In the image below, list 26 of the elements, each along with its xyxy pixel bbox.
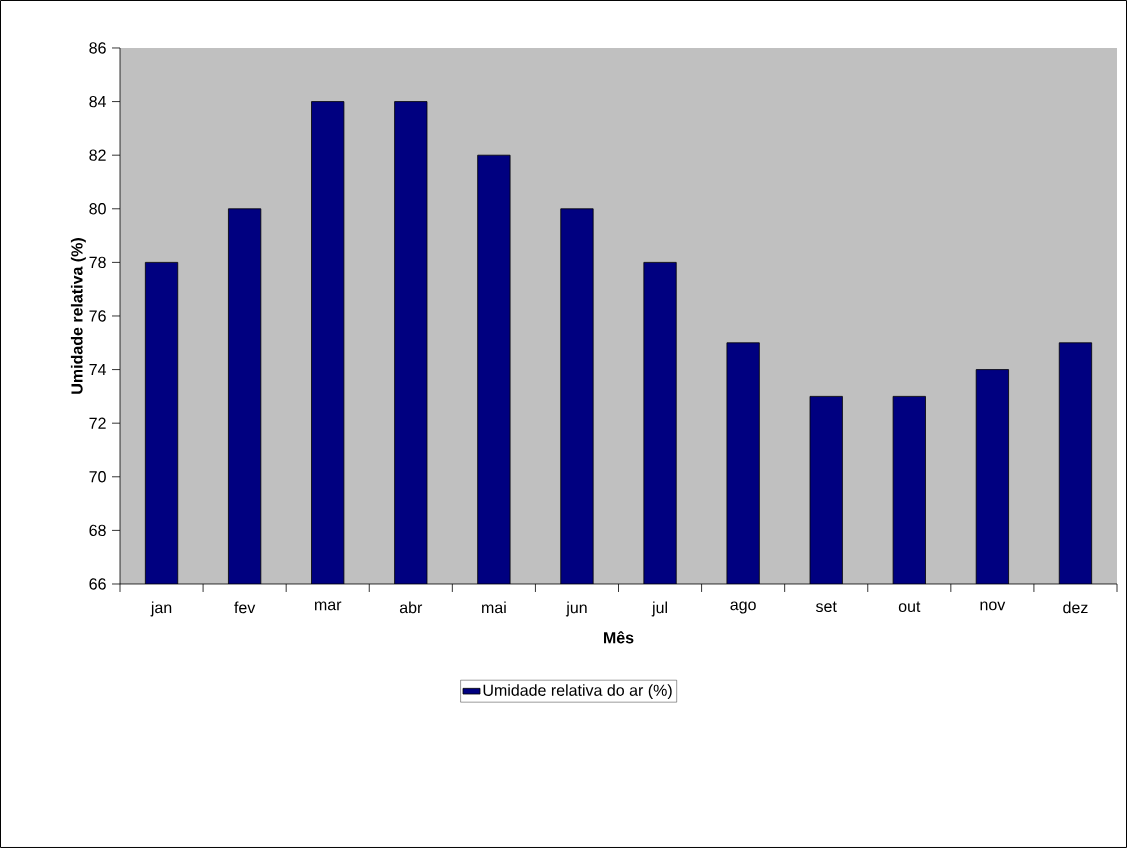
legend-label: Umidade relativa do ar (%) [483, 684, 672, 700]
x-tick-label: mar [315, 601, 342, 611]
y-tick-label: 70 [89, 471, 106, 483]
x-tick-label: jan [150, 601, 172, 617]
y-tick-label: 84 [89, 95, 107, 108]
y-tick-label: 74 [89, 364, 107, 376]
x-tick-label: abr [399, 601, 423, 614]
x-tick-label: nov [980, 601, 1006, 611]
y-tick-label: 72 [89, 417, 106, 429]
y-axis-title: Umidade relativa (%) [70, 238, 86, 394]
x-tick-label: mai [482, 601, 506, 614]
y-tick-label: 66 [89, 578, 106, 590]
y-tick-label: 86 [89, 42, 106, 54]
x-tick-label: jun [565, 601, 587, 617]
y-tick-label: 82 [89, 149, 106, 161]
x-tick-label: dez [1063, 601, 1088, 614]
x-tick-label: jul [651, 601, 667, 617]
y-tick-label: 68 [89, 524, 106, 537]
x-tick-label: fev [234, 601, 256, 614]
x-tick-label: set [815, 601, 837, 613]
y-tick-label: 78 [89, 256, 106, 269]
x-tick-label: ago [730, 601, 756, 614]
y-tick-label: 76 [89, 310, 106, 322]
y-tick-label: 80 [89, 203, 106, 215]
x-axis-title: Mês [604, 631, 634, 644]
x-tick-label: out [898, 601, 921, 613]
